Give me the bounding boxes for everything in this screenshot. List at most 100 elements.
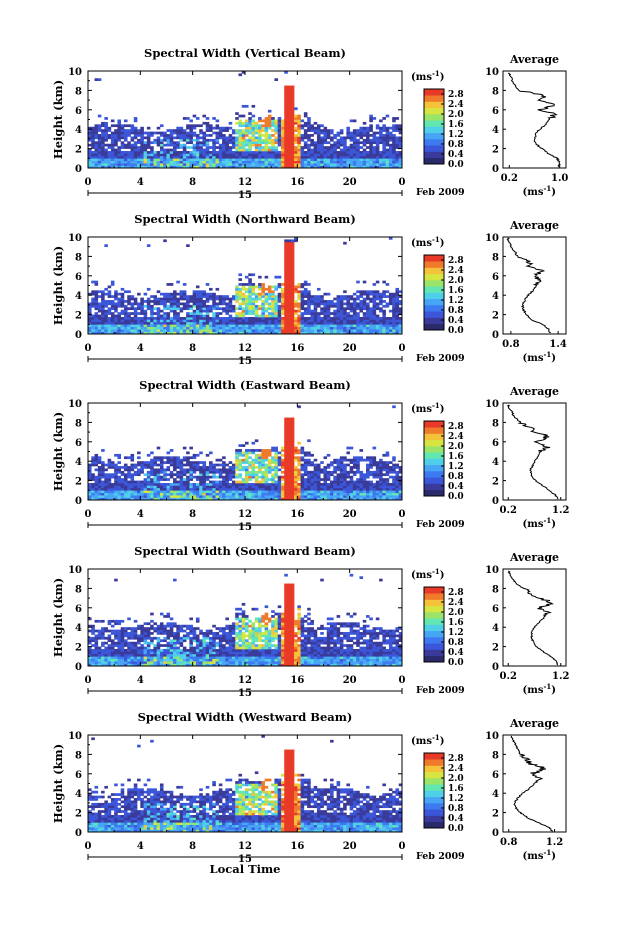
heatmap-cell bbox=[287, 312, 292, 315]
heatmap-cell bbox=[287, 92, 292, 96]
heatmap-cell bbox=[189, 475, 193, 479]
heatmap-cell bbox=[307, 138, 311, 142]
heatmap-cell bbox=[150, 295, 154, 298]
heatmap-cell bbox=[398, 138, 403, 142]
heatmap-cell bbox=[346, 300, 350, 303]
heatmap-cell bbox=[143, 141, 148, 145]
profile-line bbox=[506, 237, 552, 334]
heatmap-cell bbox=[137, 461, 141, 464]
heatmap-cell bbox=[362, 314, 367, 318]
heatmap-cell bbox=[264, 121, 269, 125]
heatmap-cell bbox=[110, 329, 115, 332]
heatmap-cell bbox=[267, 326, 272, 330]
heatmap-cell bbox=[238, 302, 243, 306]
heatmap-cell bbox=[127, 143, 131, 147]
heatmap-cell bbox=[117, 483, 122, 486]
heatmap-cell bbox=[287, 441, 292, 445]
heatmap-cell bbox=[101, 483, 105, 486]
heatmap-cell bbox=[228, 485, 233, 489]
heatmap-cell bbox=[107, 300, 112, 303]
heatmap-cell bbox=[159, 146, 164, 149]
heatmap-cell bbox=[300, 466, 305, 469]
heatmap-cell bbox=[284, 153, 288, 157]
heatmap-cell bbox=[346, 326, 350, 330]
heatmap-cell bbox=[307, 458, 311, 462]
heatmap-cell bbox=[303, 485, 308, 489]
heatmap-cell bbox=[385, 497, 390, 501]
heatmap-cell bbox=[307, 331, 311, 335]
heatmap-cell bbox=[143, 136, 148, 140]
heatmap-cell bbox=[287, 434, 292, 438]
heatmap-cell bbox=[356, 129, 360, 132]
heatmap-cell bbox=[231, 307, 236, 311]
heatmap-cell bbox=[169, 134, 174, 137]
heatmap-cell bbox=[366, 319, 370, 323]
heatmap-cell bbox=[287, 85, 292, 89]
heatmap-cell bbox=[385, 141, 390, 145]
heatmap-cell bbox=[137, 331, 141, 335]
heatmap-cell bbox=[313, 458, 318, 462]
heatmap-cell bbox=[323, 326, 328, 330]
heatmap-cell bbox=[346, 317, 350, 320]
heatmap-cell bbox=[303, 124, 308, 128]
heatmap-cell bbox=[349, 497, 354, 501]
heatmap-cell bbox=[303, 290, 308, 294]
heatmap-cell bbox=[205, 470, 210, 474]
heatmap-cell bbox=[326, 490, 331, 494]
heatmap-cell bbox=[140, 129, 144, 132]
heatmap-cell bbox=[290, 126, 295, 130]
colorbar-segment bbox=[424, 280, 444, 287]
heatmap-cell bbox=[173, 158, 177, 162]
heatmap-cell bbox=[336, 319, 341, 323]
heatmap-cell bbox=[267, 285, 272, 289]
heatmap-cell bbox=[228, 483, 233, 486]
heatmap-cell bbox=[176, 134, 180, 137]
heatmap-cell bbox=[379, 480, 383, 484]
heatmap-cell bbox=[271, 324, 275, 328]
heatmap-cell bbox=[398, 309, 403, 313]
heatmap-cell bbox=[150, 326, 154, 330]
heatmap-cell bbox=[382, 143, 386, 147]
heatmap-cell bbox=[166, 312, 171, 315]
heatmap-cell bbox=[284, 497, 288, 501]
heatmap-cell bbox=[107, 483, 112, 486]
heatmap-cell bbox=[163, 307, 167, 311]
heatmap-cell bbox=[195, 295, 200, 298]
heatmap-cell bbox=[356, 151, 360, 154]
heatmap-cell bbox=[133, 117, 138, 120]
heatmap-cell bbox=[209, 497, 213, 501]
heatmap-cell bbox=[189, 134, 193, 137]
heatmap-cell bbox=[133, 329, 138, 332]
heatmap-cell bbox=[107, 126, 112, 130]
heatmap-cell bbox=[225, 485, 229, 489]
heatmap-cell bbox=[159, 495, 164, 498]
heatmap-cell bbox=[107, 326, 112, 330]
heatmap-cell bbox=[235, 143, 239, 147]
heatmap-cell bbox=[222, 466, 226, 469]
heatmap-cell bbox=[287, 253, 292, 257]
heatmap-cell bbox=[375, 304, 380, 308]
heatmap-cell bbox=[261, 129, 265, 132]
heatmap-cell bbox=[300, 317, 305, 320]
heatmap-cell bbox=[163, 312, 167, 315]
heatmap-cell bbox=[146, 453, 151, 457]
heatmap-cell bbox=[245, 487, 249, 491]
heatmap-cell bbox=[271, 297, 275, 301]
heatmap-cell bbox=[277, 321, 282, 325]
heatmap-cell bbox=[366, 134, 370, 137]
y-tick-label: 6 bbox=[75, 106, 82, 117]
heatmap-cell bbox=[179, 495, 184, 498]
heatmap-cell bbox=[395, 326, 400, 330]
profile-x-tick-label: 1.0 bbox=[551, 173, 568, 184]
heatmap-cell bbox=[258, 153, 262, 157]
heatmap-cell bbox=[205, 307, 210, 311]
heatmap-cell bbox=[254, 141, 259, 145]
heatmap-cell bbox=[176, 136, 180, 140]
heatmap-cell bbox=[398, 497, 403, 501]
heatmap-cell bbox=[156, 131, 161, 135]
profile-x-label: (ms-1) bbox=[523, 350, 556, 364]
heatmap-cell bbox=[195, 468, 200, 472]
heatmap-cell bbox=[330, 165, 334, 169]
heatmap-cell bbox=[133, 302, 138, 306]
heatmap-cell bbox=[166, 136, 171, 140]
